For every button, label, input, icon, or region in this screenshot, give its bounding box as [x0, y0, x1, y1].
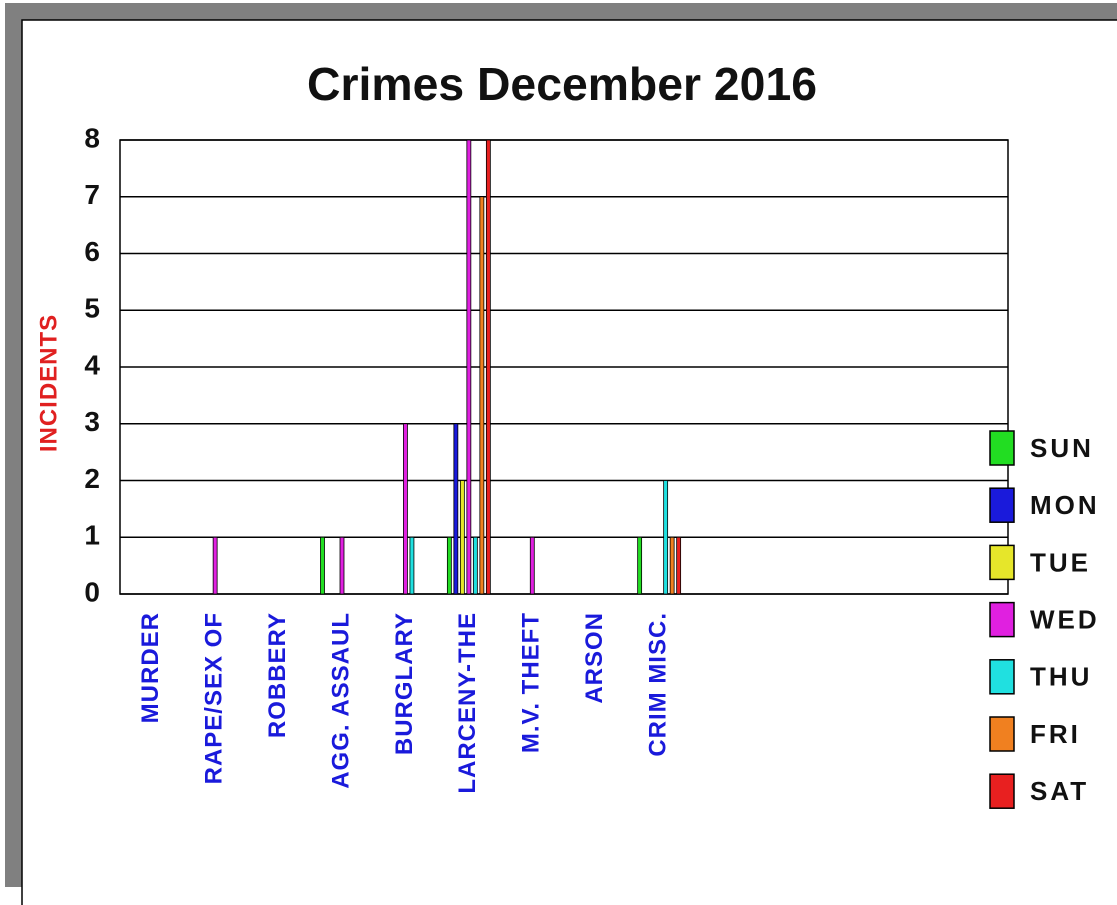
legend-label: FRI [1030, 719, 1081, 749]
bar [459, 480, 465, 595]
bar [637, 536, 643, 595]
x-tick-label: ARSON [581, 612, 608, 704]
bar [446, 536, 452, 595]
legend-swatch [989, 544, 1015, 581]
legend-swatch [989, 430, 1015, 466]
legend-label: SUN [1030, 433, 1094, 463]
x-tick-label: MURDER [137, 612, 164, 723]
legend-label: THU [1030, 662, 1092, 692]
x-tick-label: AGG. ASSAUL [327, 612, 354, 789]
bar [669, 536, 675, 595]
legend-label: MON [1030, 490, 1100, 520]
chart-title: Crimes December 2016 [307, 58, 817, 110]
y-tick-label: 2 [84, 463, 100, 494]
bar [409, 536, 415, 595]
bar [339, 536, 345, 595]
bar [320, 536, 325, 595]
y-axis-label: INCIDENTS [35, 314, 62, 452]
legend-swatch [989, 601, 1015, 638]
bar [403, 423, 408, 595]
bar [485, 139, 491, 595]
bar [472, 536, 478, 595]
x-tick-label: BURGLARY [391, 612, 418, 755]
legend-label: WED [1030, 604, 1100, 634]
bar [663, 480, 669, 595]
y-tick-label: 8 [84, 122, 100, 153]
x-tick-label: ROBBERY [264, 612, 291, 738]
bar [676, 536, 682, 595]
y-tick-label: 0 [84, 576, 100, 607]
x-tick-label: LARCENY-THE [454, 612, 481, 794]
y-tick-label: 7 [84, 179, 100, 210]
y-tick-label: 4 [84, 349, 100, 380]
bar [453, 423, 459, 595]
legend-label: SAT [1030, 776, 1089, 806]
x-tick-label: RAPE/SEX OF [200, 612, 227, 784]
y-tick-label: 1 [84, 520, 100, 551]
legend-swatch [989, 773, 1015, 809]
x-tick-label: M.V. THEFT [518, 612, 545, 753]
bar [529, 536, 535, 595]
y-tick-label: 6 [84, 236, 100, 267]
y-tick-label: 3 [84, 406, 100, 437]
legend-swatch [989, 487, 1015, 523]
legend-label: TUE [1030, 547, 1091, 577]
x-tick-label: CRIM MISC. [644, 612, 671, 757]
bar [466, 139, 472, 595]
legend-swatch [989, 716, 1015, 752]
bar [212, 536, 218, 595]
legend-swatch [989, 659, 1015, 695]
bar [479, 196, 485, 595]
y-tick-label: 5 [84, 293, 100, 324]
